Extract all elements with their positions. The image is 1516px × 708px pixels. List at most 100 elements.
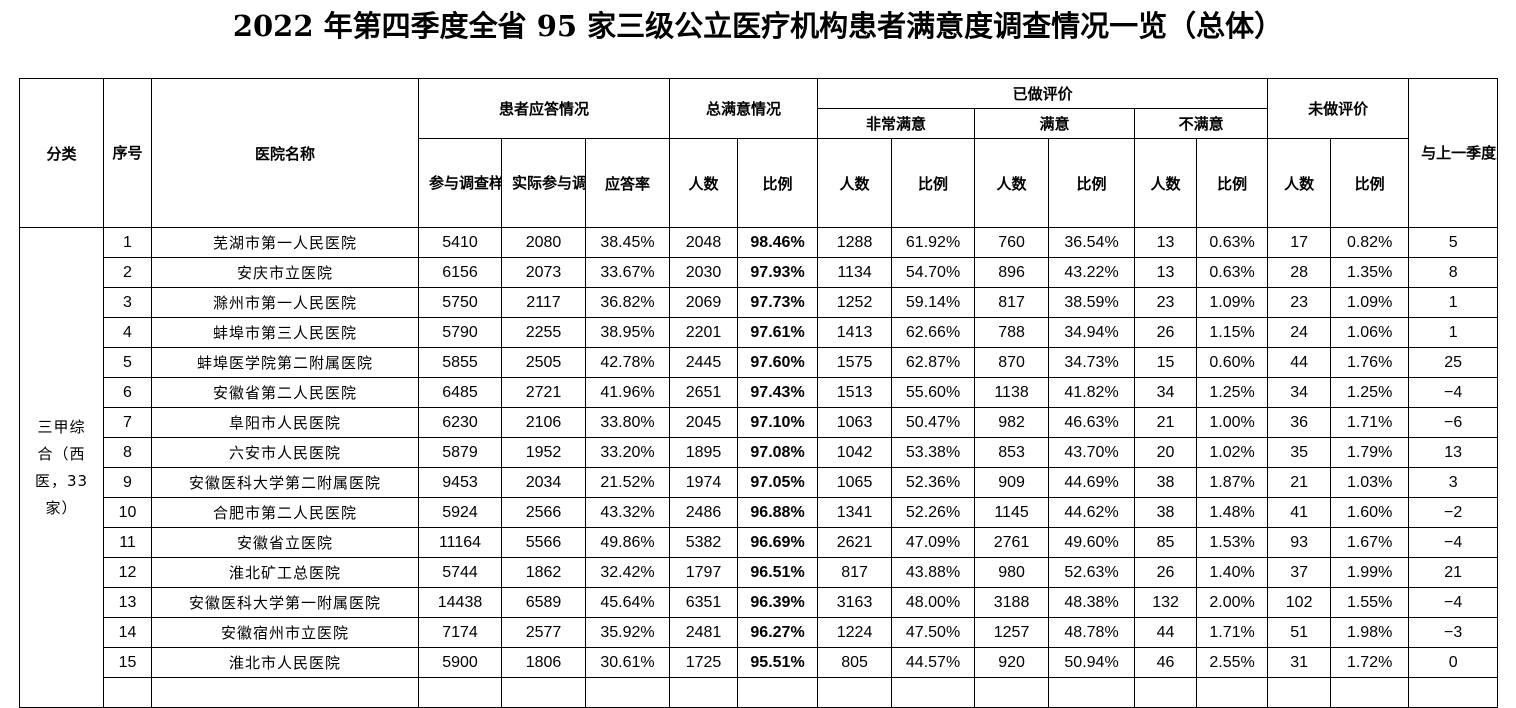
cell-rank-change: −4 [1408, 377, 1499, 408]
cell-satisfied-ratio: 43.70% [1048, 437, 1136, 468]
cell-very-satisfied-people: 1413 [817, 317, 893, 348]
cell-very-satisfied-ratio: 53.38% [891, 437, 976, 468]
cell-empty [1330, 677, 1410, 708]
cell-unsatisfied-people: 44 [1134, 617, 1198, 648]
cell-not-evaluated-ratio: 0.82% [1330, 227, 1410, 258]
cell-not-evaluated-ratio: 1.72% [1330, 647, 1410, 678]
cell-seq: 2 [103, 257, 152, 288]
cell-very-satisfied-ratio: 61.92% [891, 227, 976, 258]
cell-hospital-name: 淮北矿工总医院 [151, 557, 419, 588]
header-not-evaluated-ratio: 比例 [1330, 138, 1410, 228]
cell-hospital-name: 安徽宿州市立医院 [151, 617, 419, 648]
cell-response-rate: 43.32% [584, 497, 671, 528]
table-row: 9 安徽医科大学第二附属医院 9453 2034 21.52% 1974 97.05% 106… [20, 467, 1499, 498]
cell-very-satisfied-ratio: 55.60% [891, 377, 976, 408]
cell-hospital-name: 阜阳市人民医院 [151, 407, 419, 438]
cell-satisfied-ratio: 34.94% [1048, 317, 1136, 348]
cell-unsatisfied-ratio: 0.63% [1196, 257, 1269, 288]
cell-total-people: 1974 [669, 467, 739, 498]
cell-empty [584, 677, 671, 708]
cell-empty [974, 677, 1050, 708]
cell-hospital-name: 安徽省立医院 [151, 527, 419, 558]
cell-sample-count: 5790 [418, 317, 502, 348]
cell-rank-change: 13 [1408, 437, 1499, 468]
cell-not-evaluated-ratio: 1.25% [1330, 377, 1410, 408]
header-category: 分类 [19, 78, 104, 228]
header-total-people: 人数 [669, 138, 739, 228]
cell-total-people: 2445 [669, 347, 739, 378]
cell-not-evaluated-people: 102 [1267, 587, 1332, 618]
cell-response-rate: 33.67% [584, 257, 671, 288]
cell-very-satisfied-people: 3163 [817, 587, 893, 618]
cell-very-satisfied-people: 1513 [817, 377, 893, 408]
cell-hospital-name: 安徽医科大学第一附属医院 [151, 587, 419, 618]
cell-satisfied-people: 788 [974, 317, 1050, 348]
cell-sample-count: 5900 [418, 647, 502, 678]
cell-rank-change: 3 [1408, 467, 1499, 498]
cell-very-satisfied-ratio: 50.47% [891, 407, 976, 438]
table-row: 15 淮北市人民医院 5900 1806 30.61% 1725 95.51% 805 44.5… [20, 647, 1499, 678]
cell-seq: 15 [103, 647, 152, 678]
cell-satisfied-ratio: 34.73% [1048, 347, 1136, 378]
cell-total-people: 5382 [669, 527, 739, 558]
cell-satisfied-ratio: 48.78% [1048, 617, 1136, 648]
header-very-satisfied-ratio: 比例 [891, 138, 976, 228]
cell-response-rate: 35.92% [584, 617, 671, 648]
cell-satisfied-ratio: 44.69% [1048, 467, 1136, 498]
cell-unsatisfied-ratio: 1.15% [1196, 317, 1269, 348]
cell-total-people: 6351 [669, 587, 739, 618]
cell-satisfied-people: 896 [974, 257, 1050, 288]
cell-rank-change: −6 [1408, 407, 1499, 438]
cell-sample-count: 6485 [418, 377, 502, 408]
cell-actual-count: 1862 [501, 557, 586, 588]
cell-total-ratio: 97.08% [737, 437, 819, 468]
cell-not-evaluated-people: 35 [1267, 437, 1332, 468]
cell-hospital-name: 安徽医科大学第二附属医院 [151, 467, 419, 498]
cell-unsatisfied-people: 26 [1134, 557, 1198, 588]
cell-seq: 1 [103, 227, 152, 258]
cell-unsatisfied-people: 46 [1134, 647, 1198, 678]
cell-not-evaluated-ratio: 1.71% [1330, 407, 1410, 438]
cell-not-evaluated-people: 28 [1267, 257, 1332, 288]
header-unsatisfied-ratio: 比例 [1196, 138, 1269, 228]
cell-seq: 8 [103, 437, 152, 468]
cell-sample-count: 6230 [418, 407, 502, 438]
cell-hospital-name: 六安市人民医院 [151, 437, 419, 468]
cell-actual-count: 2577 [501, 617, 586, 648]
cell-seq: 6 [103, 377, 152, 408]
cell-rank-change: 5 [1408, 227, 1499, 258]
cell-satisfied-people: 853 [974, 437, 1050, 468]
table-row: 14 安徽宿州市立医院 7174 2577 35.92% 2481 96.27% 1224 47… [20, 617, 1499, 648]
cell-seq: 3 [103, 287, 152, 318]
cell-not-evaluated-people: 41 [1267, 497, 1332, 528]
cell-sample-count: 7174 [418, 617, 502, 648]
cell-actual-count: 2080 [501, 227, 586, 258]
cell-actual-count: 2073 [501, 257, 586, 288]
cell-total-people: 2481 [669, 617, 739, 648]
header-satisfied-people: 人数 [974, 138, 1050, 228]
cell-unsatisfied-ratio: 1.02% [1196, 437, 1269, 468]
table-row: 三甲综合（西医，33家） 1 芜湖市第一人民医院 5410 2080 38.45% 2048… [19, 227, 1499, 708]
cell-unsatisfied-people: 23 [1134, 287, 1198, 318]
cell-total-people: 1725 [669, 647, 739, 678]
cell-response-rate: 21.52% [584, 467, 671, 498]
cell-not-evaluated-people: 23 [1267, 287, 1332, 318]
cell-response-rate: 41.96% [584, 377, 671, 408]
cell-total-people: 2201 [669, 317, 739, 348]
cell-total-ratio: 96.39% [737, 587, 819, 618]
cell-satisfied-ratio: 52.63% [1048, 557, 1136, 588]
table-row: 7 阜阳市人民医院 6230 2106 33.80% 2045 97.10% 1063 50.4… [20, 407, 1499, 438]
cell-unsatisfied-people: 20 [1134, 437, 1198, 468]
cell-response-rate: 38.95% [584, 317, 671, 348]
cell-unsatisfied-ratio: 0.60% [1196, 347, 1269, 378]
cell-rank-change: −2 [1408, 497, 1499, 528]
cell-unsatisfied-people: 34 [1134, 377, 1198, 408]
header-not-evaluated-people: 人数 [1267, 138, 1332, 228]
cell-empty [103, 677, 152, 708]
header-response-group: 患者应答情况 [417, 78, 671, 139]
cell-not-evaluated-people: 36 [1267, 407, 1332, 438]
cell-not-evaluated-people: 31 [1267, 647, 1332, 678]
cell-seq: 12 [103, 557, 152, 588]
cell-actual-count: 1952 [501, 437, 586, 468]
cell-unsatisfied-ratio: 2.00% [1196, 587, 1269, 618]
